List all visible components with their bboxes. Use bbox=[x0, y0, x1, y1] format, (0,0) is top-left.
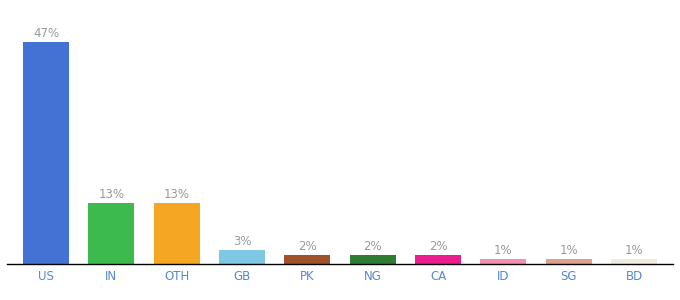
Bar bbox=[23, 42, 69, 264]
Bar bbox=[219, 250, 265, 264]
Text: 13%: 13% bbox=[164, 188, 190, 201]
Text: 1%: 1% bbox=[625, 244, 643, 257]
Text: 2%: 2% bbox=[298, 240, 317, 253]
Bar bbox=[88, 202, 134, 264]
Text: 3%: 3% bbox=[233, 235, 251, 248]
Bar bbox=[154, 202, 199, 264]
Bar bbox=[481, 259, 526, 264]
Bar bbox=[350, 255, 396, 264]
Text: 1%: 1% bbox=[494, 244, 513, 257]
Text: 13%: 13% bbox=[99, 188, 124, 201]
Bar bbox=[546, 259, 592, 264]
Text: 2%: 2% bbox=[428, 240, 447, 253]
Text: 47%: 47% bbox=[33, 27, 59, 40]
Text: 2%: 2% bbox=[363, 240, 382, 253]
Text: 1%: 1% bbox=[560, 244, 578, 257]
Bar bbox=[415, 255, 461, 264]
Bar bbox=[611, 259, 657, 264]
Bar bbox=[284, 255, 330, 264]
